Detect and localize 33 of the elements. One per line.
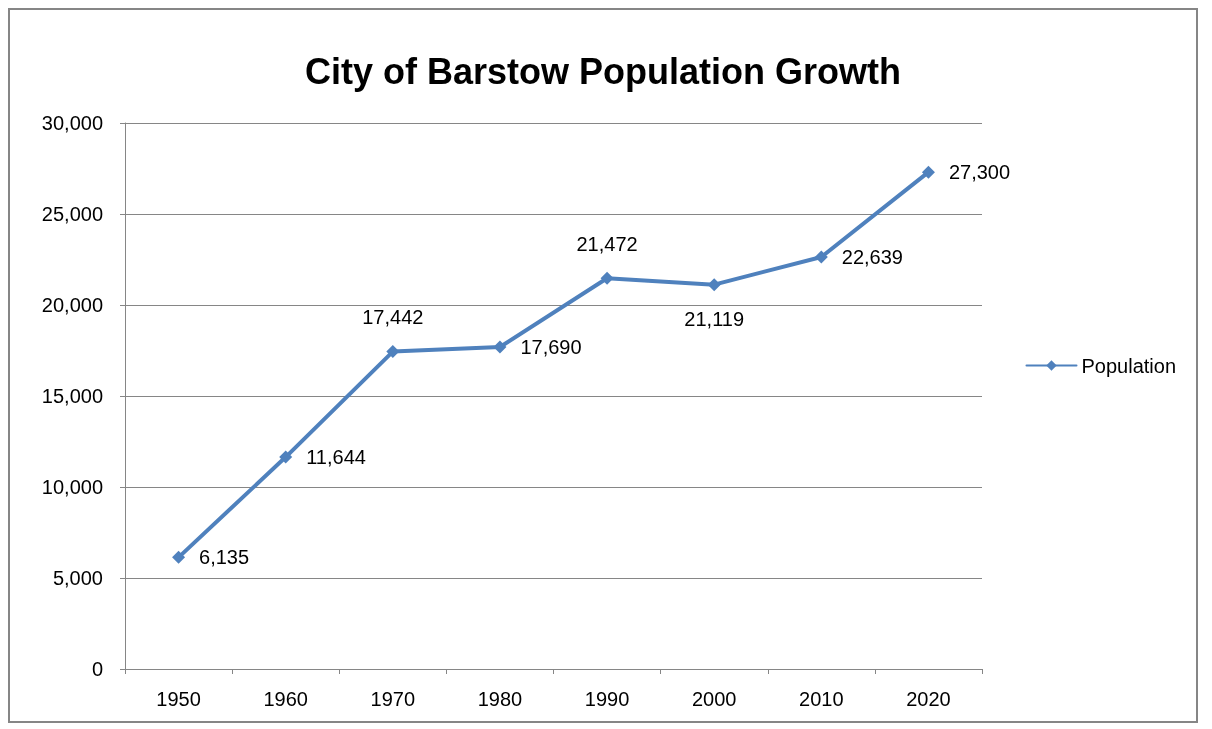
data-label: 21,472 — [576, 232, 638, 255]
y-tick-label: 25,000 — [41, 203, 103, 225]
x-tick-label: 1960 — [263, 688, 308, 710]
x-tick-label: 2020 — [906, 688, 951, 710]
chart-title: City of Barstow Population Growth — [305, 50, 901, 92]
y-tick-label: 20,000 — [41, 294, 103, 316]
point — [814, 250, 828, 264]
point — [279, 450, 293, 464]
data-label: 17,690 — [520, 336, 582, 359]
legend-label: Population — [1081, 354, 1177, 377]
x-tick-label: 2010 — [799, 688, 844, 710]
x-tick-label: 1950 — [156, 688, 201, 710]
x-tick-label: 2000 — [691, 688, 737, 710]
y-tick-label: 0 — [91, 658, 103, 680]
data-label: 27,300 — [948, 161, 1011, 184]
y-tick-label: 15,000 — [41, 385, 103, 407]
point — [172, 550, 186, 564]
y-tick-label: 10,000 — [41, 476, 103, 498]
point — [921, 165, 935, 179]
y-tick-label: 5,000 — [52, 567, 103, 589]
data-label: 11,644 — [306, 446, 366, 469]
point — [600, 271, 614, 285]
data-label: 17,442 — [362, 306, 424, 329]
data-label: 22,639 — [841, 245, 903, 268]
point — [386, 345, 400, 359]
data-label: 21,119 — [684, 308, 745, 331]
data-label: 6,135 — [199, 546, 250, 569]
point — [707, 278, 721, 292]
point — [493, 340, 507, 354]
x-tick-label: 1970 — [370, 688, 416, 710]
x-tick-label: 1980 — [477, 688, 523, 710]
x-tick-label: 1990 — [584, 688, 630, 710]
y-tick-label: 30,000 — [41, 112, 103, 134]
